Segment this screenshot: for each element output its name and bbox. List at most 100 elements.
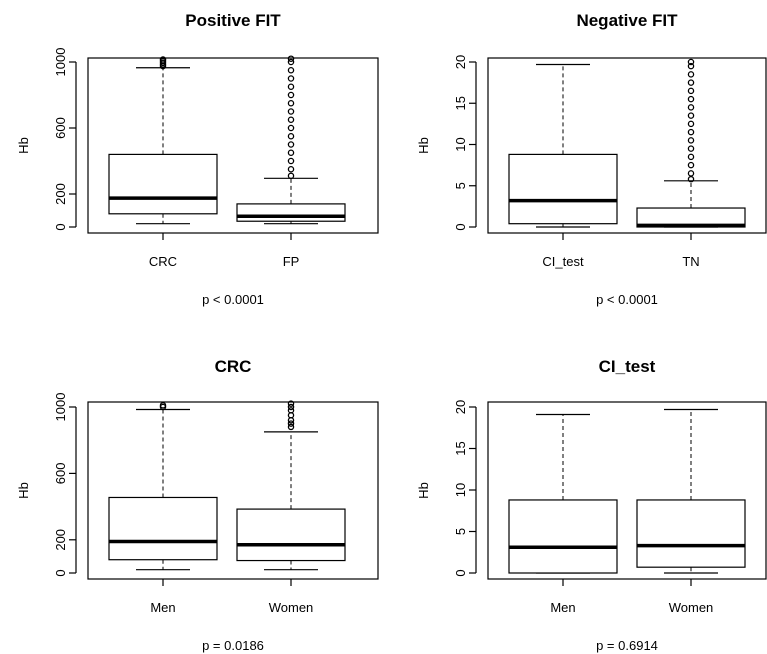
box-fp: FP (236, 55, 346, 269)
outlier-point (287, 407, 295, 414)
outlier-point (287, 100, 295, 107)
box-men: Men (108, 402, 218, 615)
y-tick-label: 0 (53, 223, 68, 230)
y-tick-label: 600 (53, 463, 68, 485)
outlier-point (159, 402, 167, 409)
p-value-label: p < 0.0001 (596, 292, 658, 307)
chart-title: Negative FIT (576, 11, 678, 30)
outlier-point (287, 423, 295, 431)
chart-title: Positive FIT (185, 11, 281, 30)
y-tick-label: 600 (53, 117, 68, 139)
x-tick-label: Men (550, 600, 575, 615)
outlier-point (287, 116, 295, 124)
outlier-point (287, 400, 295, 407)
y-tick-label: 15 (453, 96, 468, 110)
chart-title: CI_test (599, 357, 656, 376)
box-women: Women (636, 408, 746, 615)
x-tick-label: TN (682, 254, 699, 269)
outlier-point (287, 108, 295, 115)
y-axis-label: Hb (416, 482, 431, 499)
chart-title: CRC (215, 357, 252, 376)
iqr-box (508, 499, 618, 574)
box-ci-test: CI_test (508, 63, 618, 269)
outlier-point (287, 124, 295, 132)
x-tick-label: Men (150, 600, 175, 615)
p-value-label: p < 0.0001 (202, 292, 264, 307)
iqr-box (108, 496, 218, 561)
x-tick-label: Women (669, 600, 714, 615)
box-tn: TN (636, 58, 746, 269)
outlier-point (687, 95, 695, 103)
outlier-point (287, 55, 295, 62)
plot-frame (87, 401, 379, 580)
y-tick-label: 0 (453, 569, 468, 576)
outlier-point (287, 75, 295, 82)
x-tick-label: CI_test (542, 254, 584, 269)
p-value-label: p = 0.6914 (596, 638, 658, 653)
y-tick-label: 10 (453, 483, 468, 497)
outlier-point (687, 170, 695, 177)
outlier-point (687, 153, 695, 161)
outlier-point (687, 137, 695, 144)
outlier-point (287, 420, 295, 427)
outlier-point (287, 403, 295, 411)
outlier-point (287, 67, 295, 74)
plot-frame (487, 401, 767, 580)
y-tick-label: 1000 (53, 393, 68, 422)
outlier-point (687, 120, 695, 128)
iqr-box (508, 153, 618, 225)
box-men: Men (508, 413, 618, 615)
x-tick-label: CRC (149, 254, 177, 269)
outlier-point (687, 87, 695, 95)
y-axis-label: Hb (16, 137, 31, 154)
outlier-point (287, 165, 295, 173)
chart-panel-4: CI_test 0 5 10 15 20 Hb Men Women p = 0.6914 (416, 357, 767, 653)
plot-frame (487, 57, 767, 234)
outlier-point (287, 83, 295, 91)
y-tick-label: 200 (53, 529, 68, 551)
y-tick-label: 0 (453, 223, 468, 230)
x-tick-label: FP (283, 254, 300, 269)
y-axis-label: Hb (416, 137, 431, 154)
y-tick-label: 5 (453, 528, 468, 535)
y-tick-label: 15 (453, 441, 468, 455)
iqr-box (108, 153, 218, 215)
chart-panel-3: CRC 0 200 600 1000 Hb Men Women p = 0.0186 (16, 357, 379, 653)
plot-frame (87, 57, 379, 234)
outlier-point (287, 91, 295, 99)
outlier-point (687, 112, 695, 119)
y-tick-label: 0 (53, 569, 68, 576)
outlier-point (287, 157, 295, 165)
outlier-point (287, 149, 295, 156)
y-tick-label: 20 (453, 55, 468, 69)
outlier-point (687, 79, 695, 86)
y-tick-label: 200 (53, 183, 68, 205)
x-tick-label: Women (269, 600, 314, 615)
y-tick-label: 1000 (53, 48, 68, 77)
outlier-point (287, 58, 295, 66)
box-women: Women (236, 400, 346, 615)
outlier-point (287, 141, 295, 148)
y-tick-label: 10 (453, 137, 468, 151)
outlier-point (687, 161, 695, 169)
y-tick-label: 20 (453, 400, 468, 414)
outlier-point (159, 56, 167, 63)
y-tick-label: 5 (453, 182, 468, 189)
outlier-point (287, 172, 295, 180)
outlier-point (687, 62, 695, 70)
iqr-box (236, 203, 346, 222)
chart-panel-1: Positive FIT 0 200 600 1000 Hb CRC FP p < 0.0001 (16, 11, 379, 307)
outlier-point (687, 145, 695, 152)
box-crc: CRC (108, 56, 218, 269)
outlier-point (687, 58, 695, 66)
iqr-box (636, 499, 746, 568)
iqr-box (236, 508, 346, 562)
outlier-point (287, 132, 295, 140)
outlier-point (687, 71, 695, 78)
p-value-label: p = 0.0186 (202, 638, 264, 653)
y-axis-label: Hb (16, 482, 31, 499)
chart-panel-2: Negative FIT 0 5 10 15 20 Hb CI_test TN p < 0.000… (416, 11, 767, 307)
outlier-point (687, 128, 695, 136)
outlier-point (687, 104, 695, 111)
